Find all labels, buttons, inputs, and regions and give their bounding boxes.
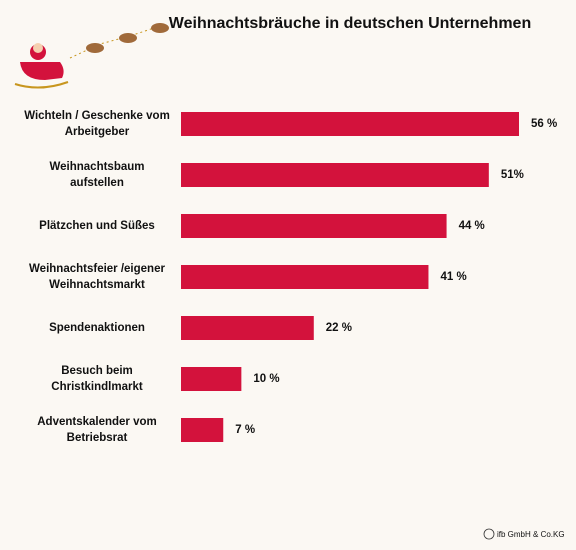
category-label-line: Weihnachtsbaum: [50, 161, 145, 173]
chart-title: Weihnachtsbräuche in deutschen Unternehm…: [169, 15, 531, 32]
category-label-line: Besuch beim: [61, 365, 133, 377]
category-label-line: Spendenaktionen: [49, 322, 145, 334]
category-label-line: aufstellen: [70, 177, 124, 189]
value-label: 7 %: [235, 424, 255, 436]
category-label: Spendenaktionen: [49, 322, 145, 334]
category-label-line: Christkindlmarkt: [51, 381, 143, 393]
bar: [181, 163, 489, 187]
sleigh-decoration: [14, 23, 169, 89]
bar: [181, 316, 314, 340]
value-label: 22 %: [326, 322, 352, 334]
source: ifb GmbH & Co.KG: [497, 530, 565, 539]
bar: [181, 112, 519, 136]
category-label: Weihnachtsbaum aufstellen: [50, 161, 145, 189]
category-label: Plätzchen und Süßes: [39, 220, 155, 232]
category-label-line: Adventskalender vom: [37, 416, 157, 428]
category-label: Wichteln / Geschenke vom Arbeitgeber: [24, 110, 170, 138]
bar: [181, 418, 224, 442]
bar: [181, 214, 447, 238]
category-label-line: Weihnachtsfeier /eigener: [29, 263, 165, 275]
category-label: Weihnachtsfeier /eigener Weihnachtsmarkt: [29, 263, 165, 291]
value-label: 10 %: [253, 373, 279, 385]
category-label-line: Weihnachtsmarkt: [49, 279, 145, 291]
value-label: 51%: [501, 169, 524, 181]
category-label-line: Plätzchen und Süßes: [39, 220, 155, 232]
bar: [181, 367, 242, 391]
category-label: Adventskalender vom Betriebsrat: [37, 416, 157, 444]
value-label: 44 %: [459, 220, 485, 232]
category-label-line: Betriebsrat: [67, 432, 128, 444]
category-label-line: Wichteln / Geschenke vom: [24, 110, 170, 122]
copyright-icon: [483, 528, 495, 540]
value-label: 56 %: [531, 118, 557, 130]
category-label-line: Arbeitgeber: [65, 126, 130, 138]
value-label: 41 %: [440, 271, 466, 283]
category-label: Besuch beim Christkindlmarkt: [51, 365, 143, 393]
bar: [181, 265, 429, 289]
